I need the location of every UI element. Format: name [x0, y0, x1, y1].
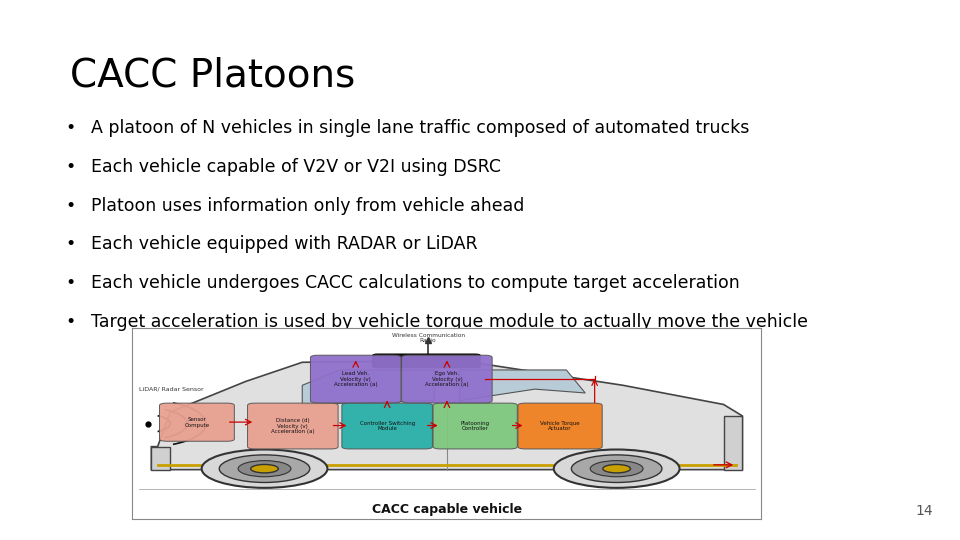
- FancyBboxPatch shape: [433, 403, 517, 449]
- FancyBboxPatch shape: [401, 355, 492, 403]
- Text: Each vehicle undergoes CACC calculations to compute target acceleration: Each vehicle undergoes CACC calculations…: [91, 274, 740, 292]
- Text: Platoon uses information only from vehicle ahead: Platoon uses information only from vehic…: [91, 197, 524, 214]
- Text: Sensor
Compute: Sensor Compute: [184, 417, 209, 428]
- Polygon shape: [152, 447, 170, 470]
- Text: •: •: [65, 197, 76, 214]
- Text: Target acceleration is used by vehicle torque module to actually move the vehicl: Target acceleration is used by vehicle t…: [91, 313, 808, 331]
- Text: Ego Veh.
Velocity (v)
Acceleration (a): Ego Veh. Velocity (v) Acceleration (a): [425, 371, 468, 387]
- Circle shape: [202, 449, 327, 488]
- Text: Platooning
Controller: Platooning Controller: [461, 421, 490, 431]
- Text: CACC capable vehicle: CACC capable vehicle: [372, 503, 522, 516]
- FancyBboxPatch shape: [342, 403, 432, 449]
- Text: Wireless Communication
Radio: Wireless Communication Radio: [392, 333, 465, 343]
- Polygon shape: [302, 370, 434, 404]
- Text: Vehicle Torque
Actuator: Vehicle Torque Actuator: [540, 421, 580, 431]
- Circle shape: [603, 464, 631, 473]
- Circle shape: [219, 455, 310, 482]
- Text: •: •: [65, 119, 76, 137]
- FancyBboxPatch shape: [310, 355, 401, 403]
- FancyBboxPatch shape: [159, 403, 234, 441]
- Circle shape: [571, 455, 662, 482]
- Text: •: •: [65, 158, 76, 176]
- Text: •: •: [65, 313, 76, 331]
- Circle shape: [590, 461, 643, 477]
- Text: CACC Platoons: CACC Platoons: [70, 57, 355, 94]
- Circle shape: [238, 461, 291, 477]
- FancyBboxPatch shape: [518, 403, 602, 449]
- Text: 14: 14: [916, 504, 933, 518]
- Polygon shape: [152, 360, 742, 470]
- Polygon shape: [460, 370, 586, 401]
- Text: •: •: [65, 274, 76, 292]
- Polygon shape: [724, 416, 742, 470]
- Text: Each vehicle capable of V2V or V2I using DSRC: Each vehicle capable of V2V or V2I using…: [91, 158, 501, 176]
- Text: •: •: [65, 235, 76, 253]
- Text: Lead Veh.
Velocity (v)
Acceleration (a): Lead Veh. Velocity (v) Acceleration (a): [334, 371, 377, 387]
- Text: Controller Switching
Module: Controller Switching Module: [359, 421, 415, 431]
- Circle shape: [251, 464, 278, 473]
- FancyBboxPatch shape: [248, 403, 338, 449]
- Circle shape: [554, 449, 680, 488]
- Text: A platoon of N vehicles in single lane traffic composed of automated trucks: A platoon of N vehicles in single lane t…: [91, 119, 750, 137]
- Text: LiDAR/ Radar Sensor: LiDAR/ Radar Sensor: [139, 386, 204, 391]
- Text: Distance (d)
Velocity (v)
Acceleration (a): Distance (d) Velocity (v) Acceleration (…: [271, 418, 315, 434]
- FancyBboxPatch shape: [372, 354, 480, 368]
- Text: Each vehicle equipped with RADAR or LiDAR: Each vehicle equipped with RADAR or LiDA…: [91, 235, 478, 253]
